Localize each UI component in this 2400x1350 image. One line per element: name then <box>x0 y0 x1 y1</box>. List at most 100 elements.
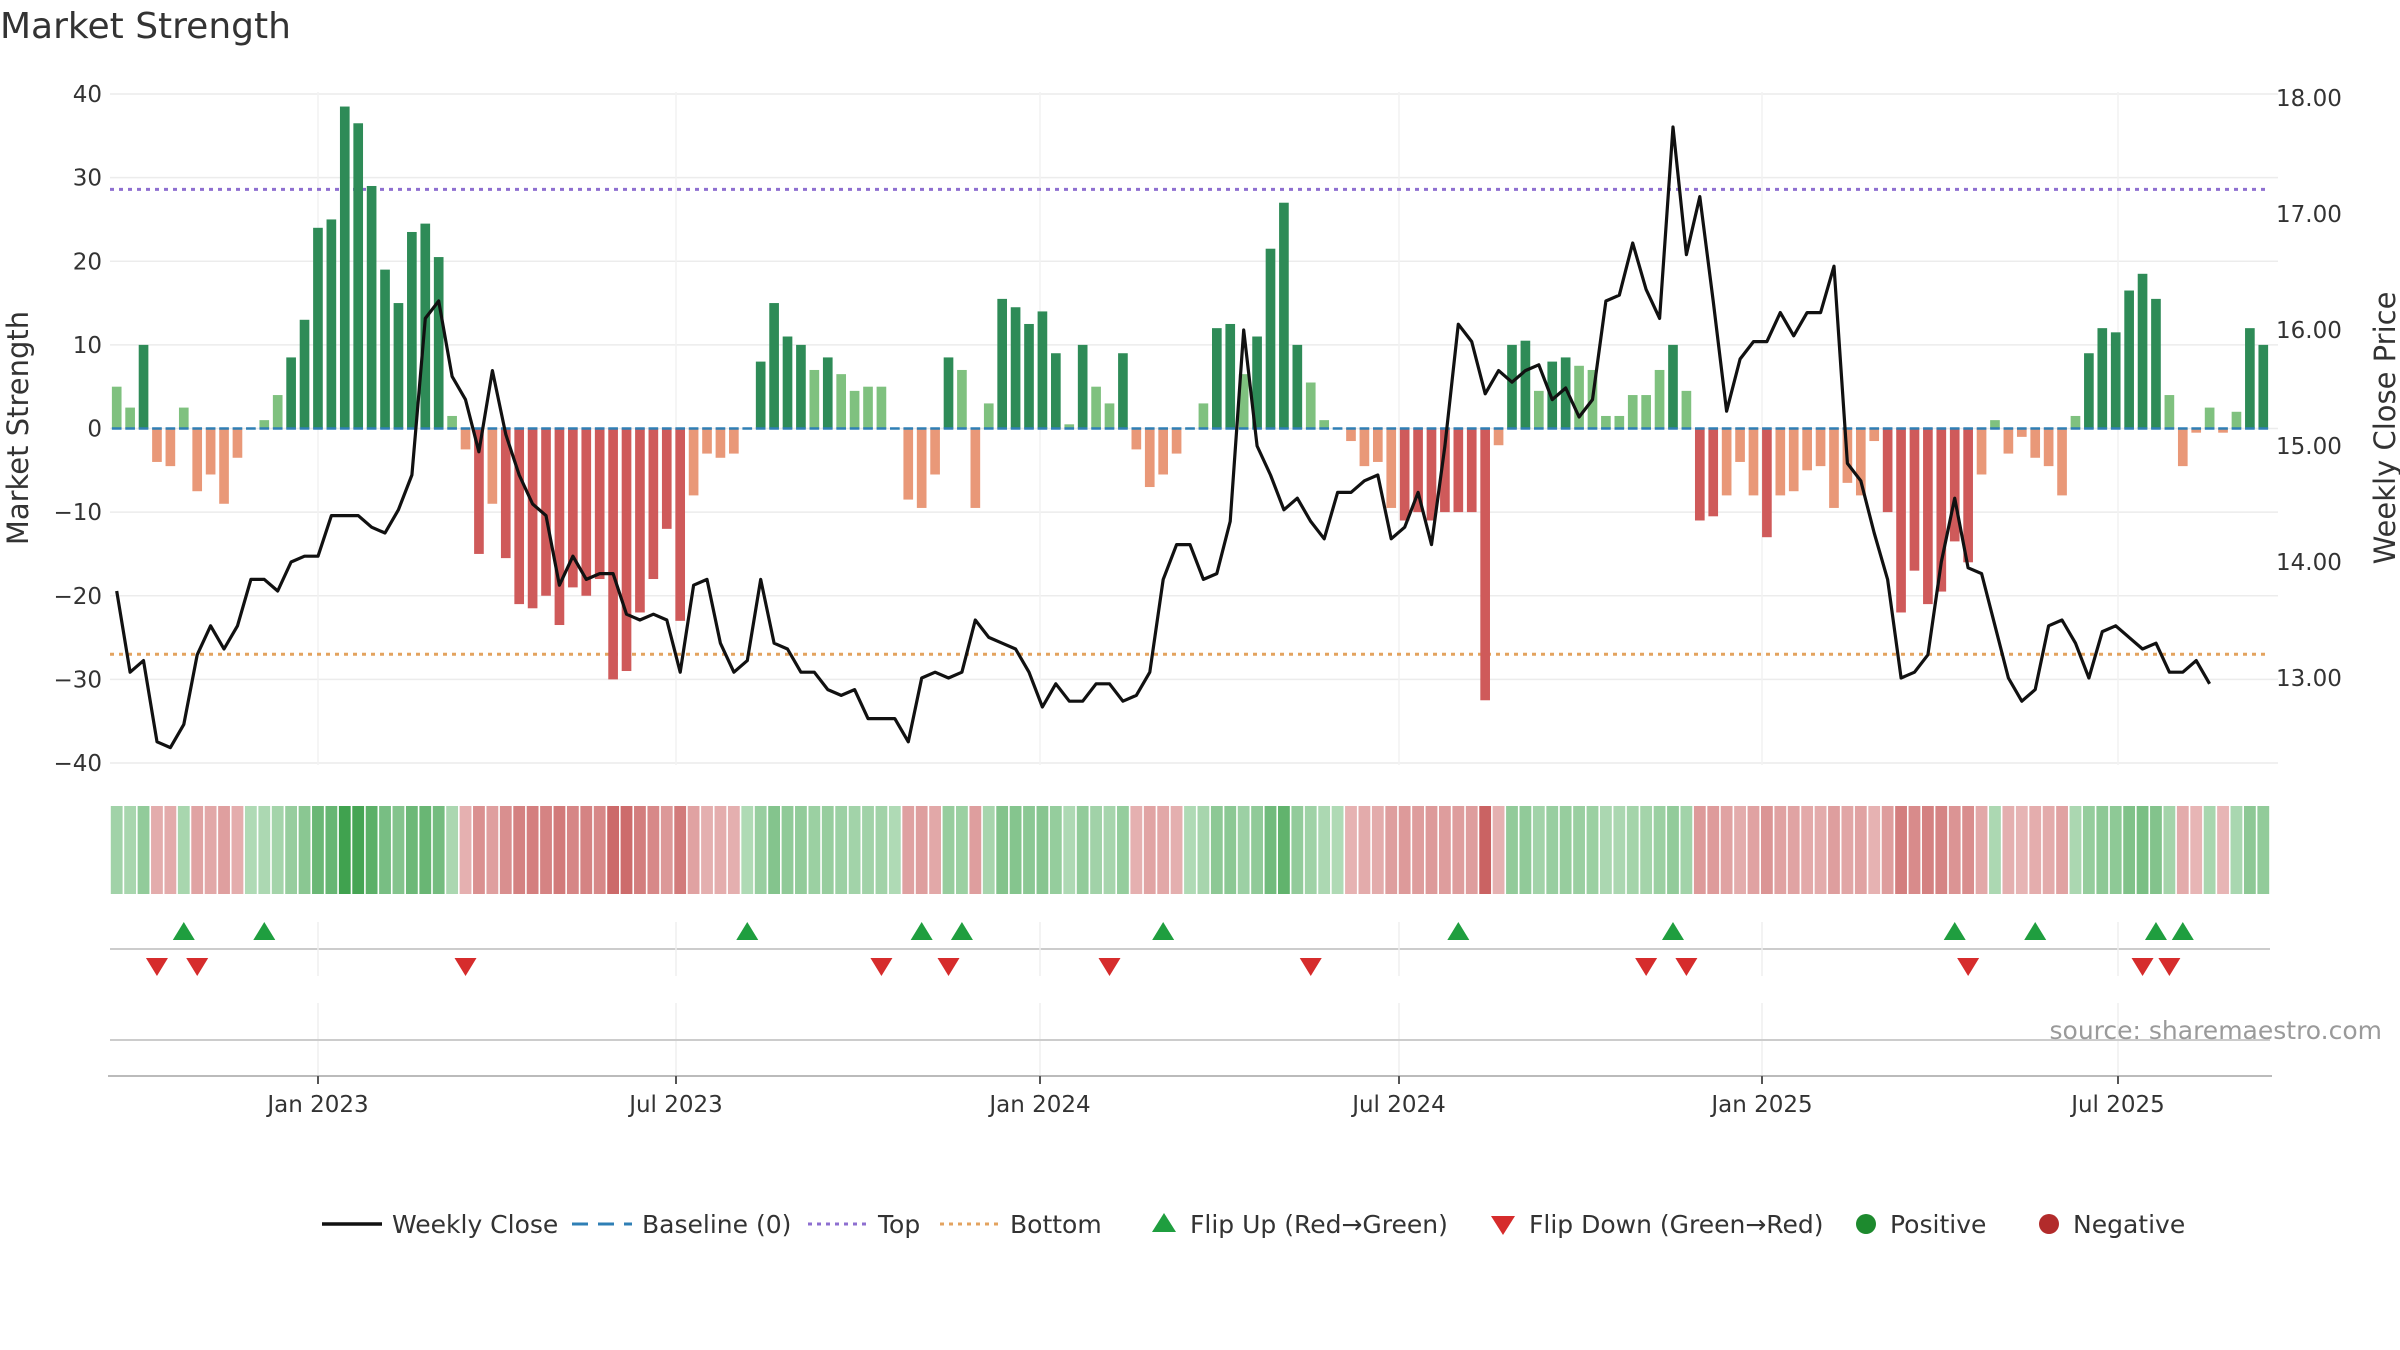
strip-cell <box>821 806 834 894</box>
legend-item: Positive <box>1856 1210 1986 1239</box>
strip-cell <box>835 806 848 894</box>
strip-cell <box>1559 806 1572 894</box>
strength-bar <box>849 390 860 429</box>
strength-bar <box>366 185 377 429</box>
strength-bar <box>2204 407 2215 429</box>
strength-bar <box>1077 344 1088 429</box>
legend-item: Flip Down (Green→Red) <box>1491 1210 1824 1239</box>
flip-up-marker <box>2024 922 2047 940</box>
strip-cell <box>2029 806 2042 894</box>
flip-up-marker <box>2171 922 2194 940</box>
strength-bar <box>1936 428 1947 592</box>
strip-cell <box>137 806 150 894</box>
strip-cell <box>1170 806 1183 894</box>
strip-cell <box>1868 806 1881 894</box>
strength-bar <box>1641 395 1651 429</box>
strength-bar <box>863 386 873 429</box>
strip-cell <box>1546 806 1559 894</box>
strength-bar <box>1855 428 1866 496</box>
reference-lines <box>110 187 2270 656</box>
strip-cell <box>942 806 955 894</box>
legend-label: Negative <box>2073 1210 2185 1239</box>
legend-item: Flip Up (Red→Green) <box>1152 1210 1448 1239</box>
strength-bar <box>1923 428 1933 605</box>
strip-cell <box>365 806 378 894</box>
strip-cell <box>1707 806 1720 894</box>
legend-label: Weekly Close <box>392 1210 558 1239</box>
strength-bar <box>2245 328 2255 429</box>
strength-bar <box>541 428 551 596</box>
strength-bar <box>152 428 162 462</box>
strength-bar <box>1292 344 1303 429</box>
strip-cell <box>714 806 727 894</box>
strength-bar <box>1131 428 1142 450</box>
weekly-close-line <box>115 125 2211 750</box>
strip-cell <box>2176 806 2189 894</box>
strip-cell <box>1117 806 1129 894</box>
flip-down-marker <box>1299 958 1322 976</box>
right-tick-label: 15.00 <box>2276 434 2342 460</box>
strip-cell <box>1103 806 1116 894</box>
strip-cell <box>352 806 365 894</box>
strength-bar <box>809 369 820 429</box>
strength-bar <box>648 428 659 580</box>
strip-cell <box>486 806 499 894</box>
strength-bar <box>1896 428 1906 613</box>
chart-title: Market Strength <box>0 6 291 47</box>
weekly-close-path <box>115 125 2211 750</box>
strip-cell <box>1425 806 1438 894</box>
strip-cell <box>1345 806 1357 894</box>
flip-up-marker <box>1447 922 1470 940</box>
flip-down-marker <box>145 958 168 976</box>
strip-cell <box>540 806 552 894</box>
x-tick-label: Jan 2025 <box>1709 1092 1812 1118</box>
strip-cell <box>459 806 472 894</box>
strength-bar <box>822 357 833 429</box>
flip-up-marker <box>2144 922 2167 940</box>
strip-cell <box>1304 806 1317 894</box>
strength-bar <box>353 123 364 429</box>
strength-bar <box>1668 344 1678 429</box>
strip-cell <box>1130 806 1143 894</box>
strength-bar <box>1466 428 1477 513</box>
strength-bar <box>2003 428 2014 454</box>
strength-bar <box>2124 290 2134 429</box>
flip-up-marker <box>910 922 933 940</box>
strip-cell <box>1586 806 1599 894</box>
strip-cell <box>110 806 123 894</box>
left-tick-label: −40 <box>53 751 102 777</box>
strip-cell <box>607 806 620 894</box>
strength-bar <box>1440 428 1450 513</box>
strip-cell <box>1693 806 1706 894</box>
strength-bar <box>514 428 525 605</box>
strength-bar <box>1453 428 1464 513</box>
left-axis-title: Market Strength <box>1 311 35 545</box>
strip-cell <box>862 806 874 894</box>
strength-bar <box>165 428 176 467</box>
strip-cell <box>298 806 311 894</box>
strength-bar <box>702 428 712 454</box>
strip-cell <box>473 806 485 894</box>
strip-cell <box>741 806 754 894</box>
strip-cell <box>1506 806 1518 894</box>
strip-cell <box>1653 806 1666 894</box>
strength-bar <box>997 298 1008 429</box>
strip-cell <box>204 806 217 894</box>
strip-cell <box>1935 806 1948 894</box>
strength-bar <box>1118 353 1128 429</box>
strip-cell <box>1063 806 1076 894</box>
flip-down-marker <box>2158 958 2181 976</box>
strip-cell <box>969 806 982 894</box>
strength-bar <box>715 428 726 458</box>
strip-cell <box>1479 806 1492 894</box>
strength-bar <box>219 428 229 504</box>
strip-cell <box>553 806 566 894</box>
strength-bar <box>1413 428 1423 513</box>
strength-bar <box>983 403 994 429</box>
flip-down-marker <box>1635 958 1658 976</box>
strength-bar <box>2137 273 2148 429</box>
legend-item: Bottom <box>940 1210 1102 1239</box>
strength-bar <box>2070 415 2081 429</box>
strip-cell <box>1009 806 1022 894</box>
signal-strip <box>110 806 2270 894</box>
